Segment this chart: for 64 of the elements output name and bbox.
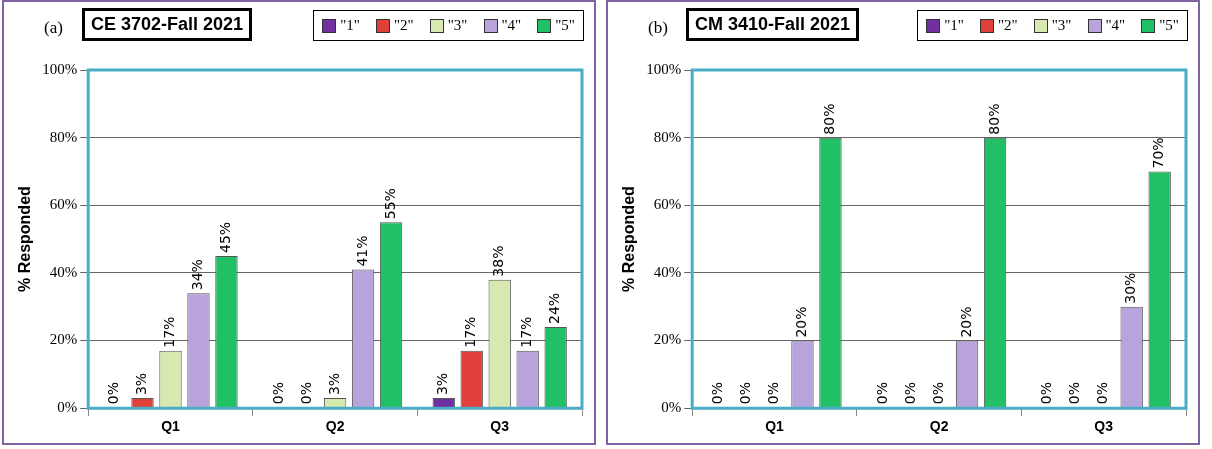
x-tick-label: Q3 <box>1094 418 1114 435</box>
legend-label: "3" <box>1051 17 1072 34</box>
data-label: 0% <box>737 381 754 405</box>
data-label: 3% <box>133 372 150 396</box>
legend-label: "5" <box>555 17 575 34</box>
data-label: 17% <box>161 316 178 348</box>
data-label: 3% <box>434 372 451 396</box>
y-tick-label: 0% <box>661 399 682 416</box>
data-label: 80% <box>821 103 838 135</box>
chart-title: CM 3410-Fall 2021 <box>686 8 860 41</box>
legend-label: "1" <box>340 17 360 34</box>
data-label: 20% <box>793 306 810 338</box>
y-tick-label: 100% <box>646 60 682 77</box>
data-label: 24% <box>546 292 563 325</box>
y-tick-label: 0% <box>57 399 78 416</box>
data-label: 34% <box>189 259 206 291</box>
x-tick-label: Q2 <box>929 418 949 435</box>
y-axis-title: % Responded <box>620 186 638 292</box>
legend-label: "4" <box>1105 17 1126 34</box>
x-tick-label: Q2 <box>325 418 345 435</box>
legend-label: "2" <box>998 17 1018 34</box>
data-label: 0% <box>297 381 314 405</box>
data-label: 3% <box>325 372 342 396</box>
data-label: 0% <box>929 381 946 405</box>
legend-label: "1" <box>944 17 964 34</box>
text: (a) <box>44 18 63 38</box>
data-label: 17% <box>518 316 535 348</box>
data-label: 0% <box>873 381 890 405</box>
data-label: 17% <box>462 316 479 348</box>
data-label: 0% <box>709 381 726 405</box>
y-tick-label: 60% <box>49 196 78 213</box>
x-tick-label: Q1 <box>765 418 785 435</box>
data-label: 0% <box>901 381 918 405</box>
y-tick-label: 20% <box>49 331 78 348</box>
data-label: 0% <box>1094 381 1111 405</box>
y-tick-label: 40% <box>653 263 682 280</box>
data-label: 20% <box>957 306 974 338</box>
data-label: 30% <box>1122 272 1139 304</box>
x-tick-label: Q3 <box>490 418 510 435</box>
legend-label: "3" <box>447 17 468 34</box>
y-tick-label: 80% <box>49 128 78 145</box>
y-tick-label: 60% <box>653 196 682 213</box>
chart-title: CE 3702-Fall 2021 <box>82 8 253 41</box>
data-label: 0% <box>269 381 286 405</box>
data-label: 0% <box>1066 381 1083 405</box>
legend-label: "5" <box>1159 17 1179 34</box>
y-tick-label: 40% <box>49 263 78 280</box>
x-tick-label: Q1 <box>161 418 181 435</box>
data-label: 41% <box>353 235 370 267</box>
y-tick-label: 80% <box>653 128 682 145</box>
data-label: 45% <box>217 221 234 254</box>
data-label: 0% <box>105 381 122 405</box>
y-tick-label: 100% <box>42 60 78 77</box>
data-label: 0% <box>765 381 782 405</box>
data-label: 55% <box>381 188 398 220</box>
legend-label: "2" <box>394 17 414 34</box>
data-label: 38% <box>490 245 507 277</box>
y-tick-label: 20% <box>653 331 682 348</box>
data-label: 70% <box>1150 137 1167 169</box>
y-axis-title: % Responded <box>16 186 34 292</box>
legend-label: "4" <box>501 17 522 34</box>
text: (b) <box>648 18 668 38</box>
data-label: 0% <box>1038 381 1055 405</box>
data-label: 80% <box>985 103 1002 135</box>
